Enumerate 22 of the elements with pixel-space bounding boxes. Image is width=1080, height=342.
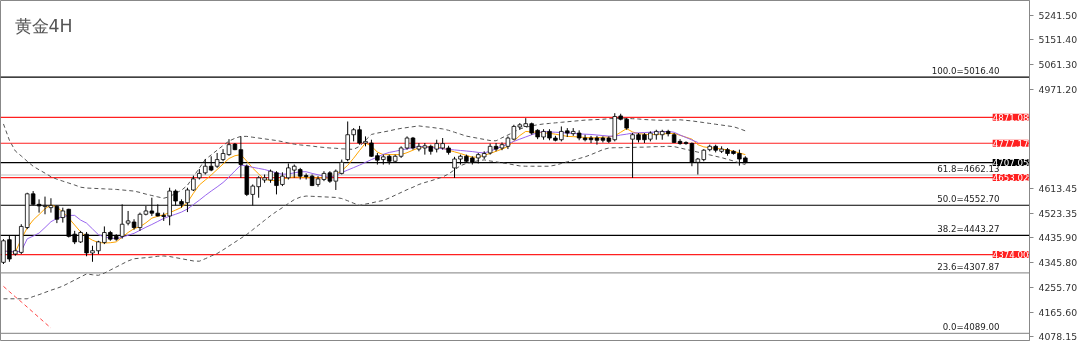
- y-tick-label: 4345.80: [1038, 256, 1078, 268]
- y-tick-label: 5151.40: [1038, 34, 1078, 46]
- annotation: 61.8=4662.13: [937, 164, 1000, 175]
- ref-line-label: 4777.17: [992, 138, 1029, 149]
- y-tick-label: 4165.60: [1038, 306, 1078, 318]
- annotation: 23.6=4307.87: [937, 261, 1000, 272]
- ref-line-label: 4374.00: [992, 250, 1029, 261]
- y-tick-label: 4435.90: [1038, 232, 1078, 244]
- y-tick-label: 5241.50: [1038, 9, 1078, 21]
- y-tick-label: 4613.45: [1038, 182, 1078, 194]
- y-tick-label: 4523.35: [1038, 207, 1078, 219]
- y-tick-label: 4078.15: [1038, 330, 1078, 342]
- annotation: 50.0=4552.70: [937, 194, 1000, 205]
- ref-line-label: 4871.08: [992, 112, 1029, 123]
- text: 黄金4H: [14, 15, 73, 36]
- y-tick-label: 4971.20: [1038, 84, 1078, 96]
- y-tick-label: 5061.30: [1038, 59, 1078, 71]
- annotation: 38.2=4443.27: [937, 224, 1000, 235]
- y-tick-label: 4255.70: [1038, 281, 1078, 293]
- ref-line-label: 4653.02: [992, 173, 1029, 184]
- annotation: 100.0=5016.40: [931, 66, 1000, 77]
- annotation: 0.0=4089.00: [942, 322, 1000, 333]
